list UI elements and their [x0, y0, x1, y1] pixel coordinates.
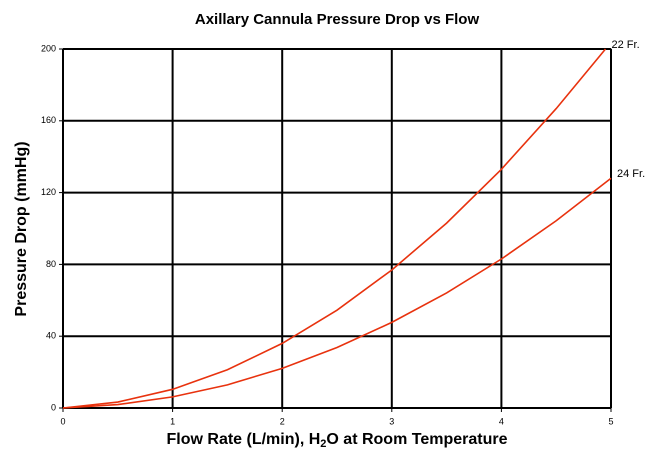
x-tick-label: 3 [389, 416, 394, 426]
x-tick-label: 2 [280, 416, 285, 426]
chart-title: Axillary Cannula Pressure Drop vs Flow [195, 11, 480, 28]
plot-area [62, 48, 612, 409]
y-tick-label: 40 [46, 331, 56, 341]
x-axis-label-sub: 2 [320, 438, 326, 450]
series-label: 22 Fr. [612, 39, 640, 51]
series-line [62, 177, 612, 409]
y-tick-label: 200 [41, 43, 56, 53]
y-axis-label: Pressure Drop (mmHg) [13, 141, 30, 316]
series-line [62, 48, 607, 409]
x-axis-label: Flow Rate (L/min), H2O at Room Temperatu… [167, 431, 508, 450]
y-tick-label: 160 [41, 115, 56, 125]
y-tick-label: 120 [41, 187, 56, 197]
series-label: 24 Fr. [617, 168, 645, 180]
x-axis-label-part: O at Room Temperature [326, 431, 507, 448]
x-tick-label: 0 [60, 416, 65, 426]
y-tick-label: 0 [51, 402, 56, 412]
x-axis-label-part: Flow Rate (L/min), H [167, 431, 321, 448]
y-tick-label: 80 [46, 259, 56, 269]
x-tick-label: 1 [170, 416, 175, 426]
x-tick-label: 5 [608, 416, 613, 426]
x-tick-label: 4 [499, 416, 504, 426]
